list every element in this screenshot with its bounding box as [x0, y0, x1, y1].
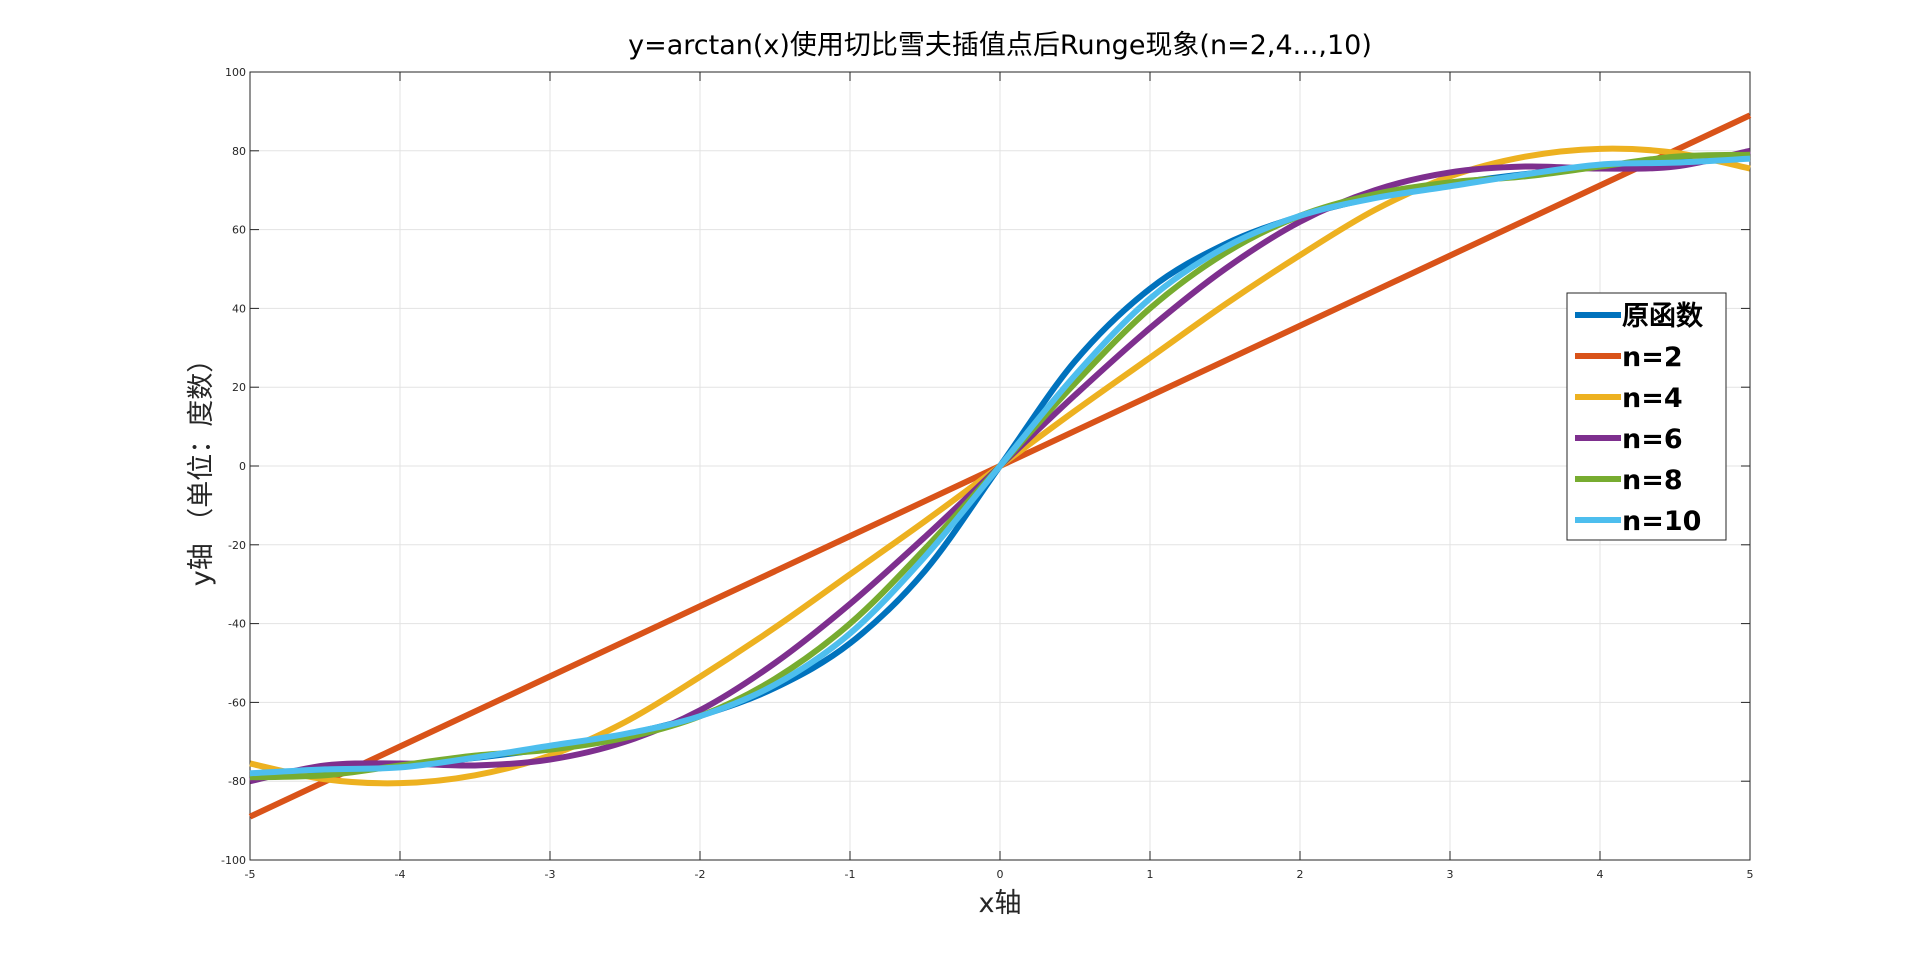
series-line-6 — [249, 155, 1751, 777]
series-group — [248, 112, 1752, 820]
x-tick-label: -4 — [395, 868, 406, 881]
x-tick-label: 0 — [997, 868, 1004, 881]
legend-entry: n=10 — [1622, 506, 1701, 537]
x-tick-label: -3 — [545, 868, 556, 881]
y-tick-label: 100 — [225, 66, 246, 79]
y-tick-label: 0 — [239, 460, 246, 473]
y-tick-label: 80 — [232, 145, 246, 158]
legend-entry: n=8 — [1622, 465, 1683, 496]
y-tick-label: -60 — [228, 696, 246, 709]
y-tick-label: -100 — [221, 854, 246, 867]
x-tick-label: 3 — [1447, 868, 1454, 881]
y-tick-label: -80 — [228, 775, 246, 788]
legend-entry: 原函数 — [1622, 301, 1704, 332]
x-tick-label: -1 — [845, 868, 856, 881]
chart-title: y=arctan(x)使用切比雪夫插值点后Runge现象(n=2,4...,10… — [628, 30, 1372, 61]
y-tick-label: -40 — [228, 618, 246, 631]
x-tick-label: 2 — [1297, 868, 1304, 881]
ticks: -5 -4 -3 -2 -1 0 1 2 3 4 5 -100 -80 -60 -40 -20 0 20 40 60 8… — [221, 66, 1753, 881]
x-axis-label: x轴 — [979, 888, 1022, 919]
legend-box — [1566, 292, 1727, 541]
x-tick-label: 5 — [1747, 868, 1754, 881]
y-tick-label: 40 — [232, 302, 246, 315]
x-tick-label: -5 — [245, 868, 256, 881]
x-tick-label: 1 — [1147, 868, 1154, 881]
y-tick-label: -20 — [228, 539, 246, 552]
legend: 原函数 n=2 n=4 n=6 n=8 n=10 — [1566, 292, 1727, 541]
legend-entry: n=4 — [1622, 383, 1683, 414]
y-tick-label: 60 — [232, 224, 246, 237]
y-axis-label: y轴 （单位：度数） — [186, 346, 217, 587]
x-tick-label: -2 — [695, 868, 706, 881]
legend-entry: n=2 — [1622, 342, 1683, 373]
legend-entry: n=6 — [1622, 424, 1683, 455]
x-tick-label: 4 — [1597, 868, 1604, 881]
y-tick-label: 20 — [232, 381, 246, 394]
